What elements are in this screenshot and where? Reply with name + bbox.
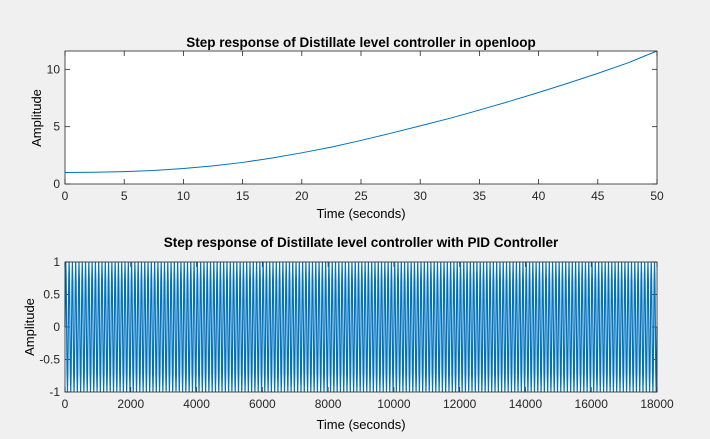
openloop-x-tick-label: 15 <box>236 189 250 203</box>
pid-x-tick-label: 6000 <box>249 397 276 411</box>
openloop-axes-box <box>64 50 658 185</box>
openloop-response-line <box>64 50 658 174</box>
openloop-x-tick-label: 10 <box>177 189 191 203</box>
pid-x-tick-label: 0 <box>62 397 69 411</box>
openloop-x-axis-label: Time (seconds) <box>316 206 405 221</box>
pid-x-tick-label: 10000 <box>377 397 411 411</box>
openloop-x-tick-label: 30 <box>414 189 428 203</box>
openloop-x-tick-label: 35 <box>473 189 487 203</box>
openloop-x-tick-label: 40 <box>532 189 546 203</box>
pid-response-line <box>64 261 658 393</box>
openloop-x-tick-label: 45 <box>591 189 605 203</box>
pid-chart-title: Step response of Distillate level contro… <box>164 235 559 250</box>
pid-y-tick-label: -0.5 <box>39 353 60 367</box>
pid-y-ticks: -1 -0.5 0 0.5 1 <box>39 255 657 399</box>
openloop-x-ticks: 0 5 10 15 20 25 30 35 40 45 50 <box>62 51 664 203</box>
pid-x-tick-label: 16000 <box>575 397 609 411</box>
openloop-y-tick-label: 10 <box>47 62 61 76</box>
openloop-y-tick-label: 5 <box>53 120 60 134</box>
openloop-x-tick-label: 50 <box>650 189 664 203</box>
openloop-x-tick-label: 0 <box>62 189 69 203</box>
pid-x-ticks: 0 2000 4000 6000 8000 10000 12000 14000 16000 180… <box>62 262 674 411</box>
openloop-chart: Step response of Distillate level contro… <box>29 35 664 221</box>
pid-x-tick-label: 2000 <box>117 397 144 411</box>
openloop-plot-area <box>65 51 657 184</box>
openloop-x-tick-label: 25 <box>354 189 368 203</box>
openloop-y-tick-label: 0 <box>53 177 60 191</box>
pid-y-tick-label: 0 <box>53 320 60 334</box>
openloop-x-tick-label: 5 <box>121 189 128 203</box>
pid-y-tick-label: -1 <box>49 385 60 399</box>
pid-x-tick-label: 4000 <box>183 397 210 411</box>
pid-y-tick-label: 0.5 <box>43 288 60 302</box>
pid-axes-box <box>64 261 658 393</box>
pid-chart: Step response of Distillate level contro… <box>22 235 674 432</box>
pid-x-axis-label: Time (seconds) <box>316 417 405 432</box>
openloop-y-axis-label: Amplitude <box>29 89 44 147</box>
openloop-x-tick-label: 20 <box>295 189 309 203</box>
pid-x-tick-label: 8000 <box>315 397 342 411</box>
pid-x-tick-label: 14000 <box>509 397 543 411</box>
pid-x-tick-label: 18000 <box>640 397 674 411</box>
openloop-chart-title: Step response of Distillate level contro… <box>186 35 536 50</box>
pid-y-axis-label: Amplitude <box>22 298 37 356</box>
pid-x-tick-label: 12000 <box>443 397 477 411</box>
pid-y-tick-label: 1 <box>53 255 60 269</box>
